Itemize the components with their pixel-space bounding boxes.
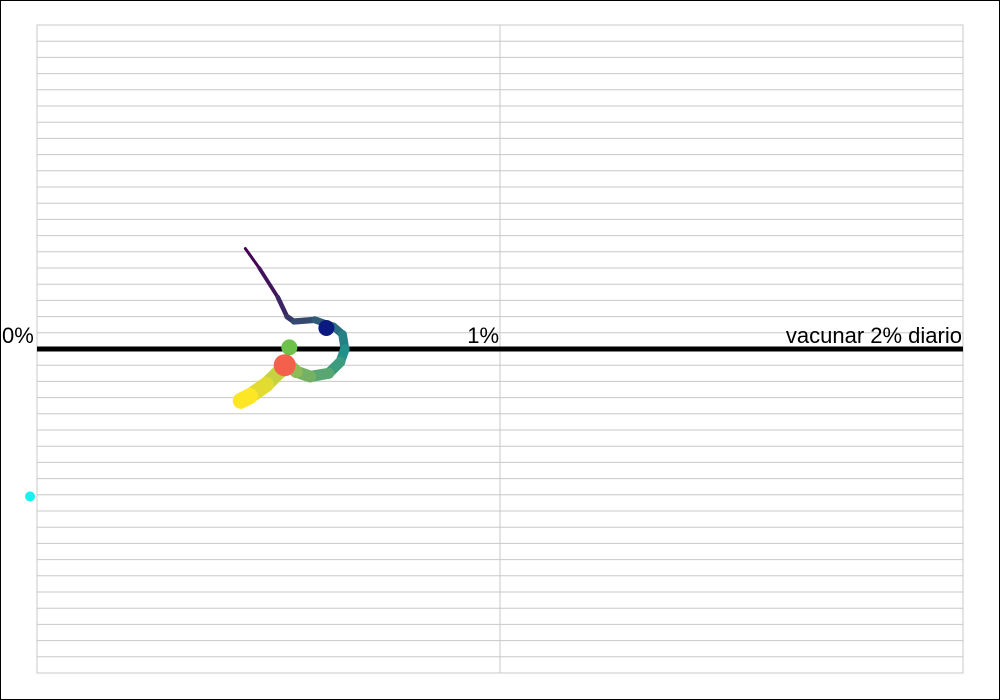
marker-point (25, 491, 36, 502)
marker-point (318, 319, 335, 336)
marker-points (25, 319, 335, 502)
trajectory-segment (275, 294, 290, 319)
axis-label-mid: 1% (467, 323, 499, 348)
trajectory-segment (257, 266, 280, 300)
marker-point (281, 339, 298, 356)
axis-label-end: vacunar 2% diario (786, 323, 962, 348)
trajectory-segment (243, 247, 261, 270)
trajectory-segment (232, 387, 258, 409)
marker-point (273, 354, 296, 377)
axis-label-start: 0% (2, 323, 34, 348)
gridlines (36, 24, 964, 674)
